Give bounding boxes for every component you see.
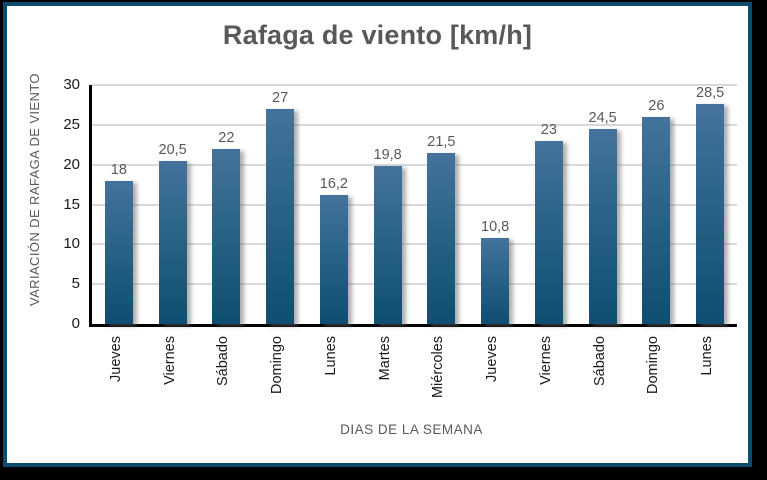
category-label: Miércoles	[430, 336, 447, 399]
category-slot: Lunes	[680, 336, 734, 376]
category-label: Jueves	[107, 336, 124, 382]
bar-value-label: 18	[110, 161, 127, 178]
bar-slot: 18	[92, 85, 146, 324]
gridline-10	[92, 243, 737, 246]
category-label: Sábado	[591, 336, 608, 386]
bar-slot: 23	[522, 85, 576, 324]
category-slot: Miércoles	[412, 336, 466, 398]
bar-value-label: 24,5	[588, 109, 617, 126]
y-tick-label: 0	[71, 315, 80, 332]
x-axis-category-labels: Jueves Viernes Sábado Domingo Lunes Martes Mié…	[89, 336, 734, 398]
category-label: Domingo	[645, 336, 662, 395]
bar-slot: 20,5	[146, 85, 200, 324]
bar-slot: 21,5	[415, 85, 469, 324]
bar-value-label: 22	[218, 129, 235, 146]
x-axis-title: DIAS DE LA SEMANA	[340, 422, 483, 437]
bar	[588, 128, 617, 324]
category-slot: Martes	[358, 336, 412, 380]
bar-value-label: 28,5	[696, 85, 725, 101]
y-tick-label: 25	[63, 115, 80, 133]
category-slot: Lunes	[304, 336, 358, 376]
y-tick-label: 5	[71, 275, 80, 293]
bar-slot: 26	[630, 85, 684, 324]
bar	[427, 152, 456, 324]
category-slot: Sábado	[573, 336, 627, 386]
category-slot: Viernes	[519, 336, 573, 385]
category-slot: Domingo	[250, 336, 304, 394]
bar-slot: 24,5	[576, 85, 630, 324]
bar	[534, 140, 563, 324]
bar-slot: 19,8	[361, 85, 415, 324]
plot-area: 18 20,5 22 27 16,2 19,8 21,5 10,8 23 24,5 26 28,5	[89, 84, 737, 327]
category-slot: Sábado	[197, 336, 251, 386]
bar	[212, 148, 241, 324]
category-label: Sábado	[215, 336, 232, 386]
bar-value-label: 20,5	[158, 141, 187, 158]
gridline-5	[92, 283, 737, 286]
category-slot: Viernes	[143, 336, 197, 385]
bar	[696, 104, 725, 324]
category-slot: Jueves	[465, 336, 519, 382]
bar-value-label: 27	[272, 89, 289, 106]
gridline-15	[92, 203, 737, 206]
bar	[104, 180, 133, 324]
bar-value-label: 16,2	[319, 175, 348, 192]
gridline-25	[92, 123, 737, 126]
y-tick-label: 20	[63, 155, 80, 173]
category-label: Martes	[376, 336, 393, 381]
gridline-30	[92, 84, 737, 86]
category-slot: Jueves	[89, 336, 143, 382]
bar	[481, 237, 510, 324]
category-label: Lunes	[322, 336, 339, 376]
bar-slot: 27	[253, 85, 307, 324]
bar-slot: 28,5	[683, 85, 737, 324]
bar	[158, 160, 187, 324]
bar-slot: 16,2	[307, 85, 361, 324]
bar-slot: 10,8	[468, 85, 522, 324]
y-tick-label: 15	[63, 195, 80, 213]
bar-value-label: 19,8	[373, 147, 402, 164]
bar	[373, 166, 402, 324]
chart-figure: Rafaga de viento [km/h] VARIACIÓN DE RAF…	[3, 2, 752, 467]
bar-value-label: 23	[540, 121, 557, 138]
category-label: Viernes	[537, 336, 554, 385]
bar-series: 18 20,5 22 27 16,2 19,8 21,5 10,8 23 24,5 26 28,5	[92, 85, 737, 324]
bar-value-label: 21,5	[427, 133, 456, 150]
bar	[642, 116, 671, 324]
category-label: Domingo	[269, 336, 286, 395]
bar	[319, 194, 348, 324]
gridline-20	[92, 163, 737, 166]
bar-value-label: 26	[648, 97, 665, 114]
bar	[266, 108, 295, 324]
bar-slot: 22	[200, 85, 254, 324]
category-slot: Domingo	[627, 336, 681, 394]
y-tick-label: 10	[63, 235, 80, 253]
chart-title: Rafaga de viento [km/h]	[222, 20, 533, 50]
category-label: Viernes	[161, 336, 178, 385]
y-tick-label: 30	[63, 76, 80, 93]
category-label: Lunes	[699, 336, 716, 376]
bar-value-label: 10,8	[481, 218, 510, 235]
category-label: Jueves	[484, 336, 501, 382]
